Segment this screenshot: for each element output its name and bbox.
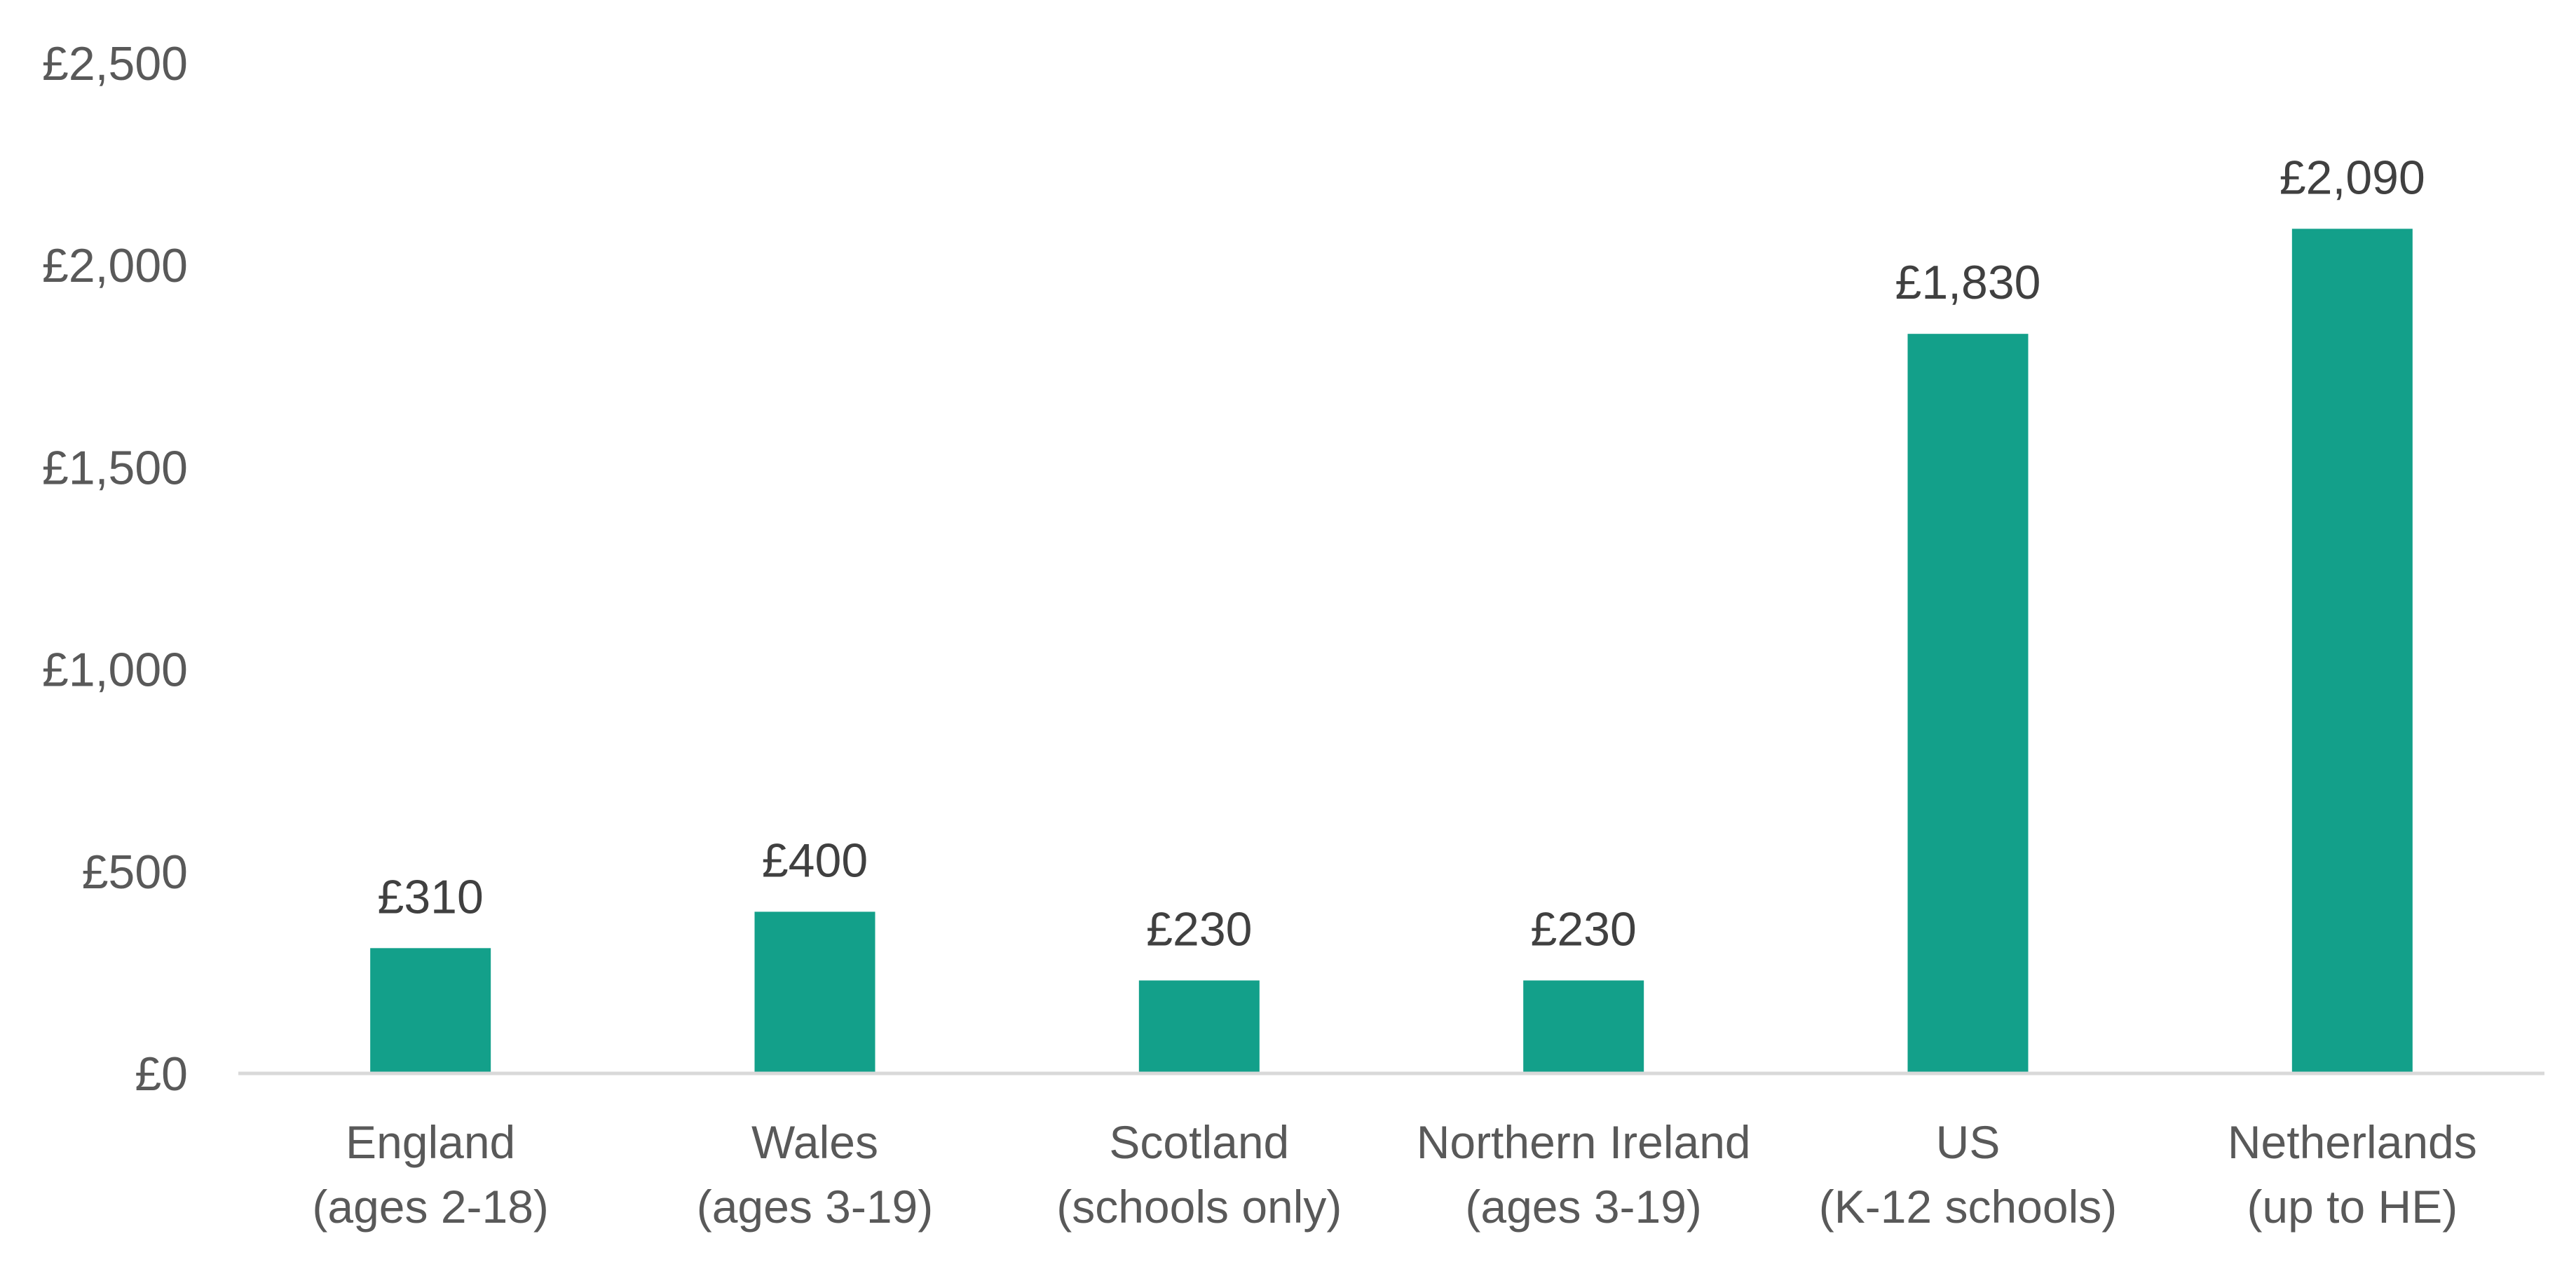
x-tick-label: Netherlands (up to HE) xyxy=(2228,1116,2477,1233)
bars xyxy=(370,229,2413,1074)
category-subtitle: (schools only) xyxy=(1056,1181,1342,1233)
category-name: Northern Ireland xyxy=(1417,1116,1751,1168)
y-tick-label: £0 xyxy=(135,1047,188,1101)
x-tick-label: US (K-12 schools) xyxy=(1819,1116,2118,1233)
data-label: £310 xyxy=(378,870,484,923)
x-axis: England (ages 2-18) Wales (ages 3-19) Scotla… xyxy=(312,1116,2476,1233)
y-axis: £0 £500 £1,000 £1,500 £2,000 £2,500 xyxy=(42,37,188,1101)
x-tick-label: England (ages 2-18) xyxy=(312,1116,549,1233)
y-tick-label: £2,500 xyxy=(42,37,188,90)
y-tick-label: £500 xyxy=(82,846,188,899)
category-name: Netherlands xyxy=(2228,1116,2477,1168)
bar xyxy=(1523,980,1644,1073)
category-subtitle: (ages 3-19) xyxy=(697,1181,934,1233)
y-tick-label: £1,500 xyxy=(42,441,188,494)
data-label: £230 xyxy=(1146,902,1252,956)
y-tick-label: £1,000 xyxy=(42,644,188,697)
category-name: US xyxy=(1936,1116,2001,1168)
data-labels: £310 £400 £230 £230 £1,830 £2,090 xyxy=(378,151,2425,956)
x-tick-label: Scotland (schools only) xyxy=(1056,1116,1342,1233)
data-label: £2,090 xyxy=(2279,151,2425,204)
x-tick-label: Northern Ireland (ages 3-19) xyxy=(1417,1116,1751,1233)
data-label: £1,830 xyxy=(1895,256,2041,309)
bar xyxy=(370,948,491,1073)
category-name: Wales xyxy=(751,1116,878,1168)
bar xyxy=(1907,334,2029,1073)
category-subtitle: (ages 2-18) xyxy=(312,1181,549,1233)
category-subtitle: (ages 3-19) xyxy=(1465,1181,1702,1233)
category-subtitle: (K-12 schools) xyxy=(1819,1181,2118,1233)
bar xyxy=(2291,229,2413,1074)
y-tick-label: £2,000 xyxy=(42,239,188,292)
category-name: England xyxy=(346,1116,515,1168)
data-label: £230 xyxy=(1531,902,1637,956)
category-subtitle: (up to HE) xyxy=(2247,1181,2458,1233)
data-label: £400 xyxy=(762,834,868,887)
bar xyxy=(754,911,875,1073)
category-name: Scotland xyxy=(1109,1116,1289,1168)
x-tick-label: Wales (ages 3-19) xyxy=(697,1116,934,1233)
bar xyxy=(1138,980,1260,1073)
